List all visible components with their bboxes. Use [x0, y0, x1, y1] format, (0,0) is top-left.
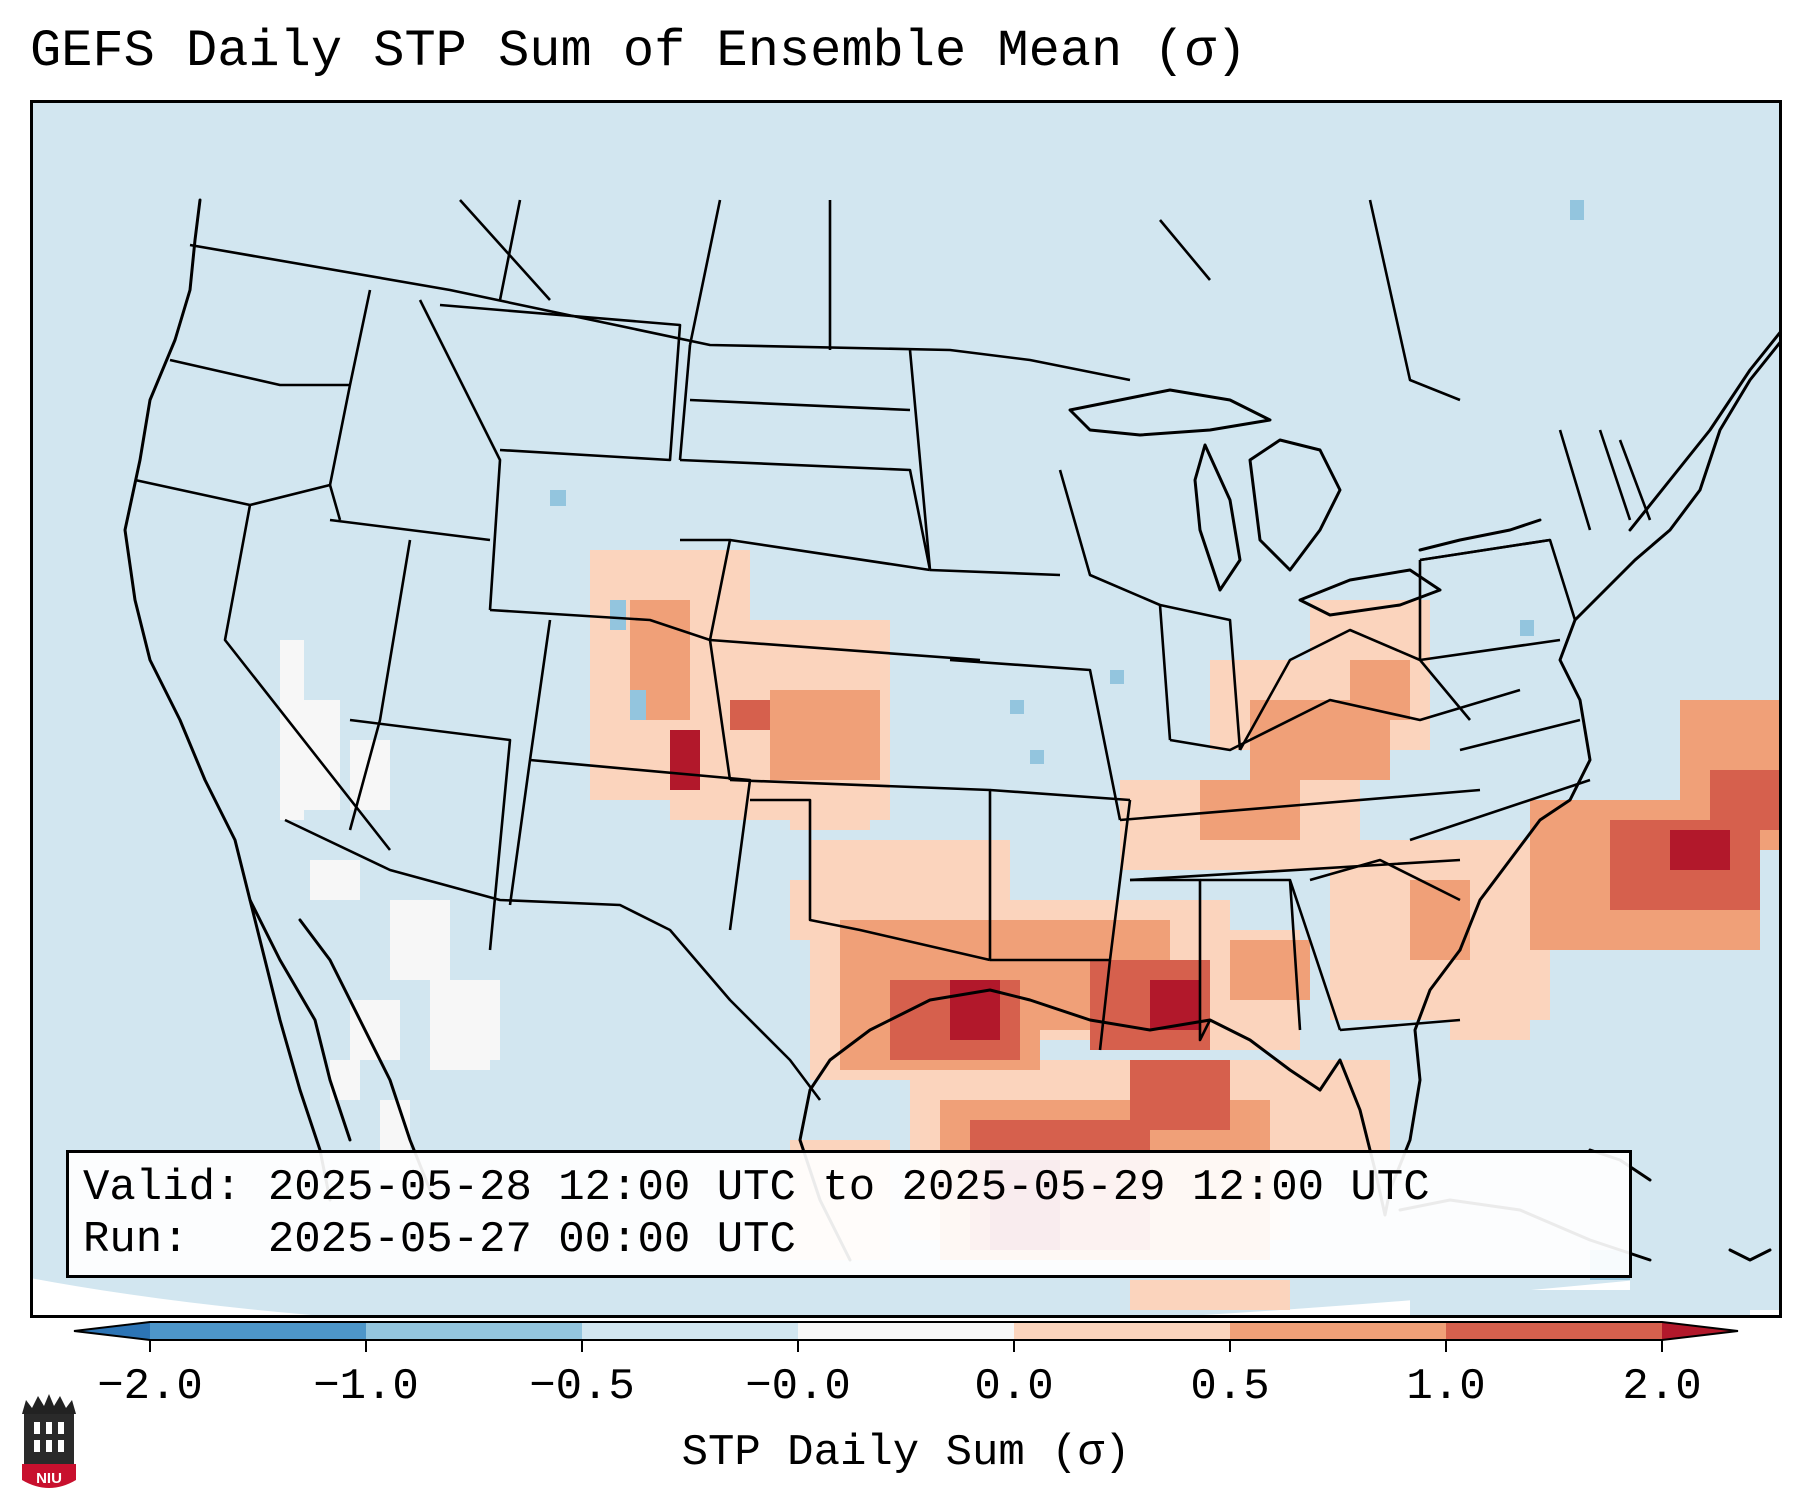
colorbar-segment	[366, 1322, 582, 1340]
ar-la-ms	[990, 799, 1212, 1051]
stp-cell	[310, 860, 360, 900]
colorbar-tick-label: −0.5	[529, 1362, 635, 1412]
stp-cell	[1130, 1060, 1230, 1130]
atlantic-coast	[1458, 338, 1782, 952]
stp-cell	[670, 730, 700, 790]
colorbar-segment	[1446, 1322, 1662, 1340]
colorbar-tick-label: 1.0	[1406, 1362, 1485, 1412]
ny-new-england	[1419, 429, 1652, 562]
maine-coast	[1628, 328, 1782, 532]
stp-cell	[350, 740, 390, 810]
oh-pa-wv	[1238, 538, 1577, 751]
stp-cell	[1710, 770, 1782, 830]
id-wy-ut	[329, 299, 502, 611]
mn-ia-mo	[929, 568, 1131, 821]
nv-ut-az	[348, 539, 512, 951]
stp-cell	[950, 980, 1000, 1040]
colorbar-tick-label: −1.0	[313, 1362, 419, 1412]
colorbar-label: STP Daily Sum (σ)	[682, 1428, 1131, 1478]
colorbar-tick-label: 2.0	[1622, 1362, 1701, 1412]
stp-cell	[630, 690, 646, 720]
stp-cell	[1750, 1250, 1782, 1310]
ut-co-wy	[489, 608, 711, 761]
wa-or	[169, 358, 350, 387]
sc-nc-va	[1309, 718, 1591, 902]
stp-cell	[730, 700, 770, 730]
state-borders	[134, 199, 1652, 1101]
great-lakes	[1068, 388, 1542, 617]
coastlines	[123, 198, 1782, 1262]
tn-ky	[1119, 688, 1521, 882]
stp-cell	[470, 980, 500, 1060]
stp-cell	[1030, 750, 1044, 764]
colorbar-segment	[1230, 1322, 1446, 1340]
colorbar-arrow-high	[1662, 1322, 1738, 1340]
valid-line: Valid: 2025-05-28 12:00 UTC to 2025-05-2…	[83, 1163, 1430, 1213]
stp-cell	[610, 600, 626, 630]
run-line: Run: 2025-05-27 00:00 UTC	[83, 1215, 796, 1265]
stp-cell	[1670, 830, 1730, 870]
niu-logo-icon: NIU	[22, 1394, 76, 1488]
colorbar-tick-label: 0.5	[1190, 1362, 1269, 1412]
or-ca-nv	[134, 478, 342, 521]
co-ks-ne	[679, 458, 981, 781]
gulf-of-california	[298, 918, 432, 1192]
map-panel	[30, 100, 1782, 1318]
al-ga-fl	[1200, 878, 1461, 1032]
page-title: GEFS Daily STP Sum of Ensemble Mean (σ)	[30, 22, 1247, 81]
wi-il-in	[1058, 469, 1242, 751]
colorbar-segment	[150, 1322, 366, 1340]
colorbar: −2.0 −1.0 −0.5 −0.0 0.0 0.5 1.0 2.0 STP …	[73, 1321, 1739, 1478]
colorbar-tick-label: 0.0	[974, 1362, 1053, 1412]
dakotas-mn	[678, 344, 932, 571]
stp-cell	[1410, 1290, 1630, 1318]
stp-cell	[390, 900, 450, 980]
colorbar-tick-label: −2.0	[97, 1362, 203, 1412]
colorbar-segment	[582, 1322, 798, 1340]
stp-cell	[770, 690, 880, 780]
niu-logo-text: NIU	[36, 1470, 62, 1487]
colorbar-tick-label: −0.0	[745, 1362, 851, 1412]
stp-cell	[1520, 620, 1534, 636]
or-id-border	[328, 289, 372, 486]
pacific-coast	[123, 198, 352, 1142]
stp-cell	[550, 490, 566, 506]
ca-nv	[223, 504, 392, 851]
stp-cell	[1010, 700, 1024, 714]
mt-wy	[439, 303, 682, 462]
stp-cell	[1130, 1280, 1290, 1310]
stp-cell	[1110, 670, 1124, 684]
stp-cell	[1290, 1060, 1390, 1150]
canada-provinces	[459, 199, 1461, 402]
us-mexico-border	[284, 818, 822, 1101]
colorbar-segment	[1014, 1322, 1230, 1340]
valid-time-box: Valid: 2025-05-28 12:00 UTC to 2025-05-2…	[66, 1150, 1632, 1278]
colorbar-arrow-low	[74, 1322, 150, 1340]
stp-cell	[1630, 1230, 1750, 1318]
stp-cell	[1570, 200, 1584, 220]
map-frame	[30, 100, 1782, 1318]
stp-cell	[300, 700, 340, 810]
colorbar-segment	[798, 1322, 1014, 1340]
